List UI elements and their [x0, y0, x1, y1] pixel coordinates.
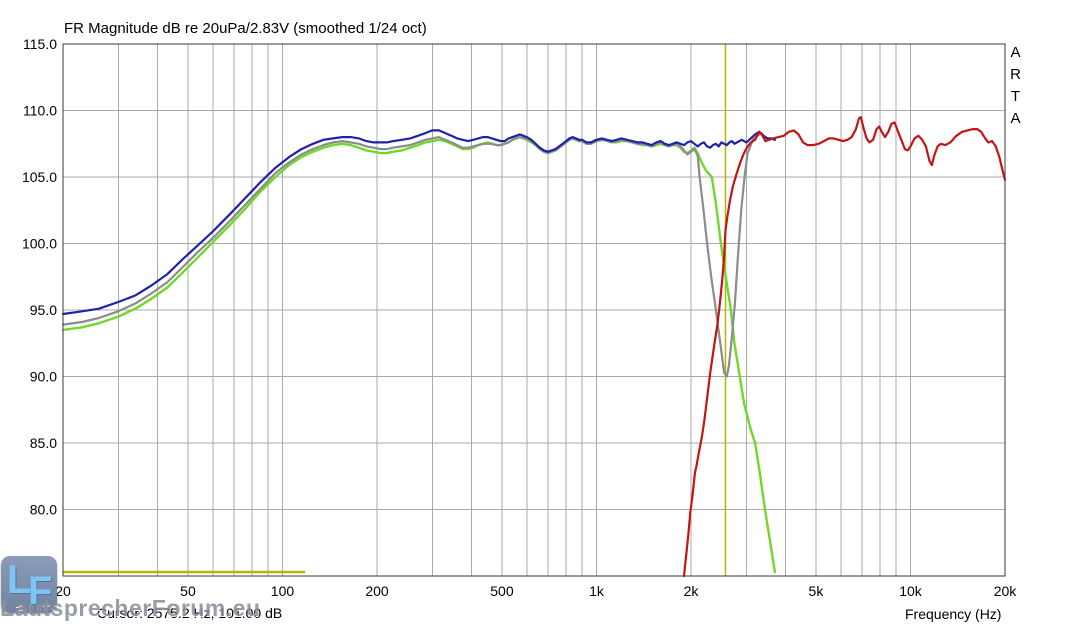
y-tick-label: 110.0	[23, 103, 57, 119]
lautsprecherforum-logo: L F	[1, 556, 57, 613]
gray-trace-notch-filtered	[61, 132, 771, 378]
y-tick-label: 80.0	[30, 502, 57, 518]
x-tick-label: 20	[55, 583, 71, 599]
cursor-readout: Cursor: 2575.2 Hz, 101.00 dB	[97, 605, 283, 621]
y-tick-label: 100.0	[22, 236, 57, 252]
x-tick-label: 2k	[684, 583, 700, 599]
blue-trace-unfiltered	[61, 129, 777, 316]
y-tick-label: 95.0	[30, 302, 57, 318]
x-tick-label: 50	[180, 583, 196, 599]
x-axis-title: Frequency (Hz)	[905, 606, 1002, 622]
chart-title: FR Magnitude dB re 20uPa/2.83V (smoothed…	[64, 20, 427, 37]
x-tick-label: 500	[490, 583, 514, 599]
logo-letter-f: F	[28, 569, 53, 613]
x-tick-label: 5k	[809, 583, 825, 599]
watermark-text: LautsprecherForum.eu	[0, 595, 261, 621]
x-tick-label: 20k	[994, 583, 1018, 599]
x-tick-label: 1k	[589, 583, 605, 599]
x-tick-label: 10k	[899, 583, 923, 599]
plot-border	[62, 43, 1006, 577]
red-trace-highpass-driver	[682, 116, 1007, 578]
x-tick-label: 100	[271, 583, 295, 599]
x-tick-label: 200	[365, 583, 389, 599]
y-tick-label: 115.0	[23, 36, 57, 52]
y-tick-label: 90.0	[30, 369, 57, 385]
arta-brand-label: ARTA	[1007, 44, 1024, 132]
logo-letter-l: L	[7, 558, 32, 602]
y-tick-label: 85.0	[30, 435, 57, 451]
green-trace-lowpass-driver	[61, 135, 777, 574]
y-tick-label: 105.0	[22, 169, 57, 185]
